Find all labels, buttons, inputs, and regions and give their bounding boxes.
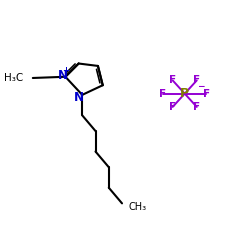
Text: F: F	[203, 89, 210, 99]
Text: F: F	[169, 76, 176, 86]
Text: −: −	[197, 82, 204, 91]
Text: N: N	[74, 92, 84, 104]
Text: F: F	[193, 76, 200, 86]
Text: N: N	[58, 68, 68, 82]
Text: F: F	[193, 102, 200, 112]
Text: P: P	[180, 87, 189, 100]
Text: +: +	[62, 66, 70, 75]
Text: H₃C: H₃C	[4, 73, 23, 83]
Text: F: F	[169, 102, 176, 112]
Text: CH₃: CH₃	[128, 202, 146, 212]
Text: F: F	[160, 89, 166, 99]
